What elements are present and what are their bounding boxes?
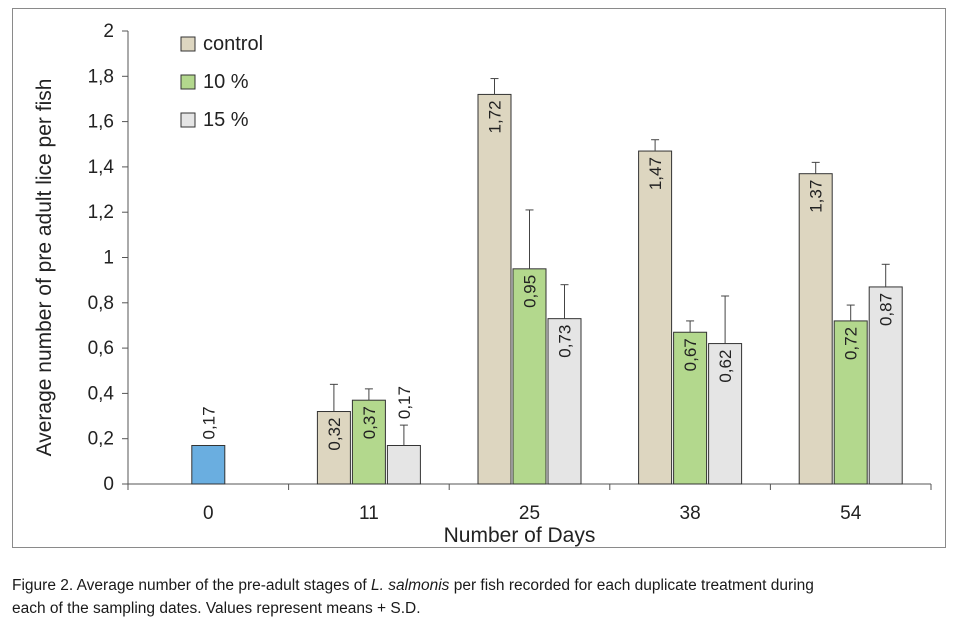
- y-tick-label: 1,8: [88, 66, 114, 87]
- caption-text-start: Figure 2. Average number of the pre-adul…: [12, 577, 372, 594]
- caption-text-end: per fish recorded for each duplicate tre…: [449, 577, 814, 594]
- chart-frame: 0 0,2 0,4 0,6 0,8 1 1,2 1,4 1,6 1,8 2 0 11 25 38 54 0,…: [12, 8, 946, 548]
- x-tick-label: 54: [840, 503, 862, 524]
- data-label: 0,32: [325, 418, 344, 451]
- bar-control: [477, 93, 512, 485]
- data-label: 0,72: [842, 327, 861, 360]
- legend-swatch: [180, 36, 196, 52]
- data-label: 0,67: [681, 338, 700, 371]
- y-tick-label: 1,4: [88, 157, 115, 178]
- y-tick-label: 2: [103, 21, 114, 42]
- bar-15: [868, 286, 903, 485]
- caption-line-2: each of the sampling dates. Values repre…: [12, 600, 421, 617]
- bar-control: [638, 150, 673, 485]
- y-tick-label: 0,4: [88, 383, 115, 404]
- data-label: 0,95: [521, 275, 540, 308]
- bar-10: [673, 331, 708, 485]
- bar-15: [708, 343, 743, 485]
- bar-baseline: [191, 444, 226, 485]
- figure-caption: Figure 2. Average number of the pre-adul…: [12, 574, 952, 620]
- legend-swatch: [180, 74, 196, 90]
- y-tick-label: 0: [103, 474, 114, 495]
- caption-line-1: Figure 2. Average number of the pre-adul…: [12, 574, 952, 597]
- y-axis: 0 0,2 0,4 0,6 0,8 1 1,2 1,4 1,6 1,8 2: [88, 21, 129, 495]
- data-label: 1,72: [486, 100, 505, 133]
- x-tick-label: 25: [519, 503, 540, 524]
- bar-control: [798, 173, 833, 485]
- bar-10: [512, 268, 547, 485]
- data-label: 0,37: [360, 406, 379, 439]
- data-label: 0,87: [877, 293, 896, 326]
- bar-10: [351, 399, 386, 485]
- legend-label: 10 %: [203, 71, 249, 93]
- data-label: 1,37: [807, 180, 826, 213]
- y-tick-label: 0,8: [88, 293, 114, 314]
- x-tick-label: 11: [359, 503, 379, 524]
- data-label: 1,47: [646, 157, 665, 190]
- bars: [191, 78, 903, 485]
- legend-label: control: [203, 33, 263, 55]
- y-tick-label: 0,2: [88, 429, 114, 450]
- data-labels: 0,17 0,32 0,37 0,17 1,72 0,95 0,73 1,47 0,67 0,62…: [199, 100, 895, 450]
- y-axis-title: Average number of pre adult lice per fis…: [33, 79, 56, 457]
- caption-species: L. salmonis: [371, 577, 450, 594]
- y-tick-label: 0,6: [88, 338, 114, 359]
- bar-10: [833, 320, 868, 485]
- legend-label: 15 %: [203, 109, 249, 131]
- data-label: 0,17: [395, 386, 414, 419]
- x-tick-label: 38: [680, 503, 701, 524]
- legend: control 10 % 15 %: [180, 33, 263, 131]
- data-label: 0,73: [556, 325, 575, 358]
- data-label: 0,62: [716, 350, 735, 383]
- x-axis: 0 11 25 38 54: [127, 483, 932, 524]
- y-tick-label: 1,6: [88, 112, 114, 133]
- data-label: 0,17: [199, 406, 218, 439]
- bar-chart: 0 0,2 0,4 0,6 0,8 1 1,2 1,4 1,6 1,8 2 0 11 25 38 54 0,…: [33, 21, 932, 547]
- legend-swatch: [180, 112, 196, 128]
- x-tick-label: 0: [203, 503, 214, 524]
- y-tick-label: 1,2: [88, 202, 114, 223]
- y-tick-label: 1: [103, 248, 114, 269]
- bar-15: [386, 444, 421, 485]
- x-axis-title: Number of Days: [444, 524, 596, 547]
